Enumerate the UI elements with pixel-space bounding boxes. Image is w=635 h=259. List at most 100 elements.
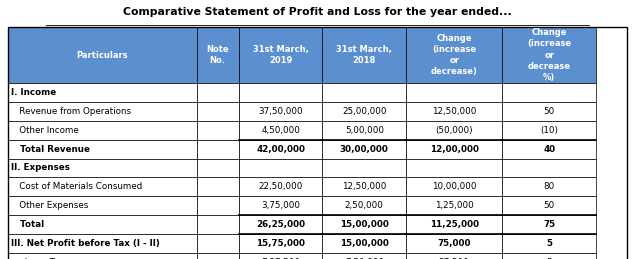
Text: 26,25,000: 26,25,000 bbox=[256, 220, 305, 229]
Bar bbox=[8, 140, 197, 159]
Text: 5,00,000: 5,00,000 bbox=[345, 126, 384, 135]
Text: 37,50,000: 37,50,000 bbox=[258, 107, 303, 116]
Text: 1,25,000: 1,25,000 bbox=[435, 201, 474, 210]
Text: 7,50,000: 7,50,000 bbox=[345, 258, 384, 259]
Bar bbox=[239, 215, 323, 234]
Text: 40: 40 bbox=[543, 145, 556, 154]
Bar bbox=[323, 27, 406, 83]
Bar bbox=[197, 196, 239, 215]
Text: Revenue from Operations: Revenue from Operations bbox=[11, 107, 131, 116]
Bar bbox=[406, 215, 502, 234]
Text: (50,000): (50,000) bbox=[436, 126, 473, 135]
Bar bbox=[502, 215, 596, 234]
Bar bbox=[239, 159, 323, 177]
Text: III. Net Profit before Tax (I - II): III. Net Profit before Tax (I - II) bbox=[11, 239, 159, 248]
Text: Particulars: Particulars bbox=[76, 51, 128, 60]
Bar bbox=[8, 253, 197, 259]
Bar bbox=[406, 121, 502, 140]
Bar bbox=[239, 102, 323, 121]
Text: Total: Total bbox=[11, 220, 44, 229]
Bar bbox=[8, 234, 197, 253]
Bar bbox=[239, 253, 323, 259]
Text: 11,25,000: 11,25,000 bbox=[430, 220, 479, 229]
Text: 15,75,000: 15,75,000 bbox=[256, 239, 305, 248]
Text: 50: 50 bbox=[544, 107, 555, 116]
Bar bbox=[502, 253, 596, 259]
Bar bbox=[239, 83, 323, 102]
Text: 37,500: 37,500 bbox=[439, 258, 469, 259]
Bar bbox=[406, 102, 502, 121]
Text: 12,50,000: 12,50,000 bbox=[342, 182, 387, 191]
Bar bbox=[502, 196, 596, 215]
Bar bbox=[502, 140, 596, 159]
Bar bbox=[239, 234, 323, 253]
Bar bbox=[406, 27, 502, 83]
Bar bbox=[406, 177, 502, 196]
Text: 31st March,
2019: 31st March, 2019 bbox=[253, 45, 309, 65]
Text: 25,00,000: 25,00,000 bbox=[342, 107, 387, 116]
Bar bbox=[197, 83, 239, 102]
Bar bbox=[197, 234, 239, 253]
Bar bbox=[406, 253, 502, 259]
Bar bbox=[323, 196, 406, 215]
Text: 2,50,000: 2,50,000 bbox=[345, 201, 384, 210]
Bar bbox=[406, 159, 502, 177]
Text: Change
(increase
or
decrease
%): Change (increase or decrease %) bbox=[527, 28, 572, 82]
Text: II. Expenses: II. Expenses bbox=[11, 163, 70, 172]
Bar bbox=[8, 121, 197, 140]
Bar bbox=[406, 234, 502, 253]
Bar bbox=[323, 234, 406, 253]
Bar bbox=[323, 177, 406, 196]
Text: Cost of Materials Consumed: Cost of Materials Consumed bbox=[11, 182, 142, 191]
Text: I. Income: I. Income bbox=[11, 88, 56, 97]
Text: (10): (10) bbox=[540, 126, 558, 135]
Text: 7,87,500: 7,87,500 bbox=[261, 258, 300, 259]
Bar bbox=[8, 102, 197, 121]
Text: Other Expenses: Other Expenses bbox=[11, 201, 88, 210]
Bar bbox=[323, 159, 406, 177]
Text: 3,75,000: 3,75,000 bbox=[261, 201, 300, 210]
Bar bbox=[8, 159, 197, 177]
Text: 15,00,000: 15,00,000 bbox=[340, 220, 389, 229]
Bar bbox=[8, 83, 197, 102]
Text: 31st March,
2018: 31st March, 2018 bbox=[337, 45, 392, 65]
Text: Less: Tax: Less: Tax bbox=[11, 258, 64, 259]
Text: 5: 5 bbox=[547, 258, 552, 259]
Text: 42,00,000: 42,00,000 bbox=[256, 145, 305, 154]
Bar bbox=[197, 159, 239, 177]
Bar bbox=[502, 83, 596, 102]
Bar bbox=[323, 140, 406, 159]
Bar bbox=[239, 140, 323, 159]
Bar bbox=[323, 121, 406, 140]
Bar bbox=[502, 102, 596, 121]
Text: 12,00,000: 12,00,000 bbox=[430, 145, 479, 154]
Text: 75: 75 bbox=[543, 220, 556, 229]
Text: Other Income: Other Income bbox=[11, 126, 79, 135]
Bar bbox=[323, 102, 406, 121]
Bar bbox=[239, 121, 323, 140]
Bar bbox=[197, 102, 239, 121]
Bar bbox=[323, 253, 406, 259]
Bar bbox=[502, 234, 596, 253]
Bar bbox=[406, 140, 502, 159]
Text: 15,00,000: 15,00,000 bbox=[340, 239, 389, 248]
Text: 10,00,000: 10,00,000 bbox=[432, 182, 476, 191]
Bar bbox=[8, 196, 197, 215]
Bar bbox=[323, 215, 406, 234]
Text: Comparative Statement of Profit and Loss for the year ended...: Comparative Statement of Profit and Loss… bbox=[123, 7, 512, 17]
Bar bbox=[406, 196, 502, 215]
Bar bbox=[197, 215, 239, 234]
Bar bbox=[197, 253, 239, 259]
Text: 75,000: 75,000 bbox=[438, 239, 471, 248]
Bar bbox=[502, 27, 596, 83]
Bar bbox=[239, 177, 323, 196]
Bar bbox=[239, 27, 323, 83]
Text: Note
No.: Note No. bbox=[206, 45, 229, 65]
Bar bbox=[8, 177, 197, 196]
Bar bbox=[502, 121, 596, 140]
Bar bbox=[197, 27, 239, 83]
Text: Change
(increase
or
decrease): Change (increase or decrease) bbox=[431, 34, 478, 76]
Bar bbox=[197, 140, 239, 159]
Bar bbox=[502, 159, 596, 177]
Text: 12,50,000: 12,50,000 bbox=[432, 107, 476, 116]
